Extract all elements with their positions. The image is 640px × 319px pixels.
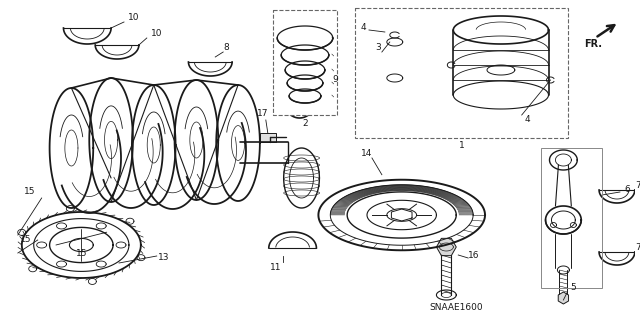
Text: 7: 7	[635, 243, 640, 253]
Text: 8: 8	[223, 43, 229, 53]
Text: 11: 11	[270, 263, 282, 272]
Bar	[355, 8, 568, 138]
Text: 15: 15	[20, 235, 31, 244]
Bar	[387, 42, 403, 78]
Text: 10: 10	[151, 29, 163, 39]
Text: 6: 6	[624, 186, 630, 195]
Text: 15: 15	[76, 249, 87, 257]
Text: FR.: FR.	[584, 39, 602, 49]
Text: 3: 3	[375, 43, 381, 53]
Text: 1: 1	[459, 142, 465, 151]
Text: 16: 16	[468, 250, 480, 259]
Text: 5: 5	[570, 284, 576, 293]
Text: 10: 10	[128, 13, 140, 23]
Text: 2: 2	[302, 118, 308, 128]
Text: 7: 7	[635, 181, 640, 189]
Bar	[273, 10, 337, 115]
Text: 9: 9	[332, 76, 338, 85]
Bar	[541, 148, 602, 288]
Text: 4: 4	[525, 115, 531, 124]
Text: 14: 14	[362, 149, 372, 158]
Text: SNAAE1600: SNAAE1600	[429, 303, 483, 313]
Text: 17: 17	[257, 109, 269, 118]
Bar	[260, 133, 276, 142]
Text: 4: 4	[360, 24, 366, 33]
Text: 13: 13	[158, 254, 170, 263]
Text: 15: 15	[24, 188, 35, 197]
